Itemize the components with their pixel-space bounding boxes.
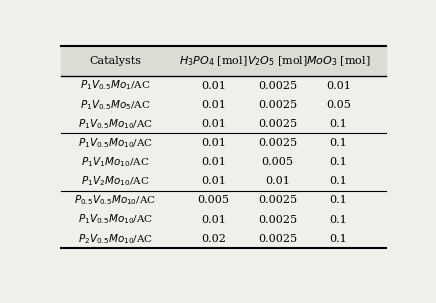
Text: 0.1: 0.1: [330, 195, 347, 205]
Text: $MoO_3$ [mol]: $MoO_3$ [mol]: [306, 54, 371, 68]
Text: 0.01: 0.01: [265, 176, 290, 186]
Text: $H_3PO_4$ [mol]: $H_3PO_4$ [mol]: [179, 54, 248, 68]
Text: Catalysts: Catalysts: [89, 56, 141, 66]
Text: $P_1V_2Mo_{10}$/AC: $P_1V_2Mo_{10}$/AC: [81, 174, 150, 188]
Text: 0.0025: 0.0025: [258, 234, 297, 244]
Text: 0.01: 0.01: [201, 81, 226, 91]
Text: $P_1V_{0.5}Mo_5$/AC: $P_1V_{0.5}Mo_5$/AC: [80, 98, 151, 112]
Text: 0.0025: 0.0025: [258, 81, 297, 91]
Text: 0.0025: 0.0025: [258, 138, 297, 148]
Text: $P_1V_{0.5}Mo_1$/AC: $P_1V_{0.5}Mo_1$/AC: [80, 79, 151, 92]
Text: 0.1: 0.1: [330, 215, 347, 225]
Text: 0.0025: 0.0025: [258, 195, 297, 205]
Text: 0.01: 0.01: [201, 157, 226, 167]
Text: $P_1V_{0.5}Mo_{10}$/AC: $P_1V_{0.5}Mo_{10}$/AC: [78, 117, 153, 131]
Text: $P_1V_{0.5}Mo_{10}$/AC: $P_1V_{0.5}Mo_{10}$/AC: [78, 136, 153, 150]
Text: 0.0025: 0.0025: [258, 119, 297, 129]
Text: $P_2V_{0.5}Mo_{10}$/AC: $P_2V_{0.5}Mo_{10}$/AC: [78, 232, 153, 245]
Text: 0.01: 0.01: [201, 215, 226, 225]
Text: 0.01: 0.01: [201, 138, 226, 148]
Bar: [61, 46, 385, 76]
Text: 0.0025: 0.0025: [258, 215, 297, 225]
Text: 0.005: 0.005: [198, 195, 229, 205]
Text: 0.1: 0.1: [330, 234, 347, 244]
Text: 0.01: 0.01: [201, 176, 226, 186]
Text: $V_2O_5$ [mol]: $V_2O_5$ [mol]: [247, 54, 308, 68]
Text: 0.1: 0.1: [330, 138, 347, 148]
Text: 0.005: 0.005: [262, 157, 293, 167]
Text: $P_1V_{0.5}Mo_{10}$/AC: $P_1V_{0.5}Mo_{10}$/AC: [78, 213, 153, 226]
Text: 0.01: 0.01: [201, 100, 226, 110]
Text: 0.01: 0.01: [326, 81, 351, 91]
Text: $P_1V_1Mo_{10}$/AC: $P_1V_1Mo_{10}$/AC: [81, 155, 150, 169]
Text: 0.01: 0.01: [201, 119, 226, 129]
Text: $P_{0.5}V_{0.5}Mo_{10}$/AC: $P_{0.5}V_{0.5}Mo_{10}$/AC: [74, 194, 157, 207]
Text: 0.02: 0.02: [201, 234, 226, 244]
Text: 0.1: 0.1: [330, 157, 347, 167]
Text: 0.1: 0.1: [330, 176, 347, 186]
Text: 0.0025: 0.0025: [258, 100, 297, 110]
Text: 0.05: 0.05: [326, 100, 351, 110]
Text: 0.1: 0.1: [330, 119, 347, 129]
